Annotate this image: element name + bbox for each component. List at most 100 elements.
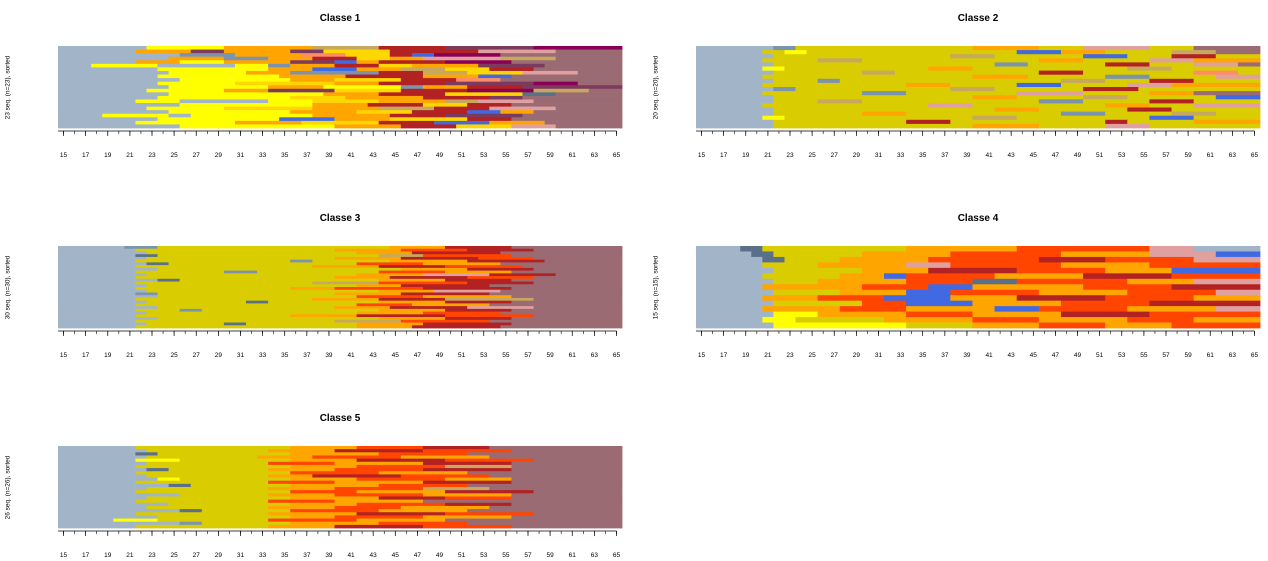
- x-tick-label: 43: [1008, 352, 1016, 359]
- sequence-segment: [511, 295, 622, 298]
- sequence-segment: [334, 89, 401, 93]
- x-tick-label: 21: [126, 152, 134, 159]
- sequence-segment: [58, 257, 147, 260]
- sequence-segment: [500, 78, 622, 82]
- x-tick-label: 19: [742, 152, 750, 159]
- sequence-segment: [357, 60, 380, 64]
- sequence-segment: [1149, 124, 1260, 128]
- sequence-segment: [290, 110, 357, 114]
- sequence-segment: [534, 298, 623, 301]
- sequence-segment: [58, 103, 180, 107]
- sequence-segment: [1061, 301, 1150, 307]
- sequence-segment: [578, 71, 623, 75]
- sequence-segment: [58, 124, 180, 128]
- sequence-segment: [696, 91, 763, 96]
- sequence-segment: [950, 120, 1105, 125]
- sequence-segment: [500, 110, 534, 114]
- sequence-segment: [135, 265, 312, 268]
- sequence-segment: [534, 249, 623, 252]
- sequence-segment: [1216, 306, 1261, 312]
- sequence-segment: [379, 496, 446, 500]
- sequence-segment: [445, 512, 534, 516]
- x-tick-label: 55: [502, 152, 510, 159]
- sequence-segment: [1127, 54, 1172, 59]
- x-tick-label: 39: [325, 352, 333, 359]
- sequence-segment: [467, 89, 534, 93]
- x-tick-label: 39: [963, 352, 971, 359]
- x-tick-label: 43: [370, 152, 378, 159]
- sequence-segment: [884, 295, 951, 301]
- sequence-segment: [224, 107, 313, 111]
- x-tick-label: 37: [941, 352, 949, 359]
- sequence-segment: [445, 67, 490, 71]
- sequence-segment: [58, 500, 136, 504]
- sequence-segment: [135, 471, 290, 475]
- sequence-segment: [357, 314, 446, 317]
- sequence-segment: [696, 317, 763, 323]
- sequence-segment: [445, 298, 534, 301]
- sequence-segment: [578, 82, 623, 86]
- sequence-segment: [58, 89, 147, 93]
- sequence-segment: [191, 50, 225, 54]
- sequence-segment: [191, 484, 291, 488]
- sequence-segment: [696, 108, 774, 113]
- x-tick-label: 29: [215, 152, 223, 159]
- sequence-segment: [696, 46, 774, 51]
- x-tick-label: 23: [148, 352, 156, 359]
- sequence-segment: [1017, 116, 1150, 121]
- sequence-segment: [180, 509, 203, 513]
- sequence-segment: [762, 317, 796, 323]
- sequence-segment: [696, 273, 763, 279]
- x-tick-label: 41: [347, 152, 355, 159]
- sequence-segment: [1105, 62, 1150, 67]
- sequence-segment: [773, 290, 840, 296]
- sequence-segment: [146, 506, 268, 510]
- sequence-segment: [169, 468, 269, 472]
- sequence-segment: [202, 309, 379, 312]
- sequence-segment: [1149, 79, 1194, 84]
- sequence-segment: [862, 71, 896, 76]
- sequence-segment: [135, 298, 312, 301]
- sequence-segment: [334, 493, 423, 497]
- sequence-segment: [1216, 290, 1261, 296]
- sequence-segment: [312, 455, 401, 459]
- sequence-segment: [467, 522, 622, 526]
- sequence-segment: [135, 465, 290, 469]
- sequence-segment: [58, 57, 169, 61]
- sequence-segment: [357, 490, 446, 494]
- sequence-segment: [478, 75, 512, 79]
- x-tick-label: 47: [414, 552, 422, 559]
- panel-classe-4: Classe 4 15 seq. (n=15), sorted 15 17 19 21…: [638, 200, 1268, 387]
- sequence-segment: [489, 320, 622, 323]
- sequence-segment: [146, 487, 268, 491]
- sequence-segment: [368, 103, 424, 107]
- sequence-segment: [1105, 323, 1172, 329]
- x-tick-label: 41: [985, 152, 993, 159]
- sequence-segment: [58, 96, 158, 100]
- sequence-segment: [1127, 67, 1172, 72]
- sequence-segment: [180, 279, 379, 282]
- sequence-segment: [696, 120, 774, 125]
- sequence-segment: [58, 301, 147, 304]
- sequence-segment: [511, 287, 622, 290]
- sequence-segment: [158, 117, 280, 121]
- sequence-segment: [445, 309, 512, 312]
- sequence-segment: [412, 303, 490, 306]
- x-tick-label: 39: [325, 152, 333, 159]
- sequence-segment: [58, 493, 180, 497]
- sequence-segment: [379, 452, 468, 456]
- sequence-segment: [146, 107, 224, 111]
- sequence-segment: [334, 60, 357, 64]
- x-tick-label: 33: [259, 152, 267, 159]
- x-tick-label: 65: [1251, 352, 1259, 359]
- sequence-segment: [1194, 257, 1261, 263]
- sequence-segment: [796, 46, 973, 51]
- sequence-segment: [445, 503, 512, 507]
- sequence-segment: [534, 490, 623, 494]
- sequence-segment: [58, 117, 158, 121]
- sequence-segment: [357, 459, 446, 463]
- sequence-segment: [290, 452, 379, 456]
- sequence-segment: [158, 246, 391, 249]
- sequence-segment: [862, 268, 929, 274]
- x-tick-label: 55: [1140, 152, 1148, 159]
